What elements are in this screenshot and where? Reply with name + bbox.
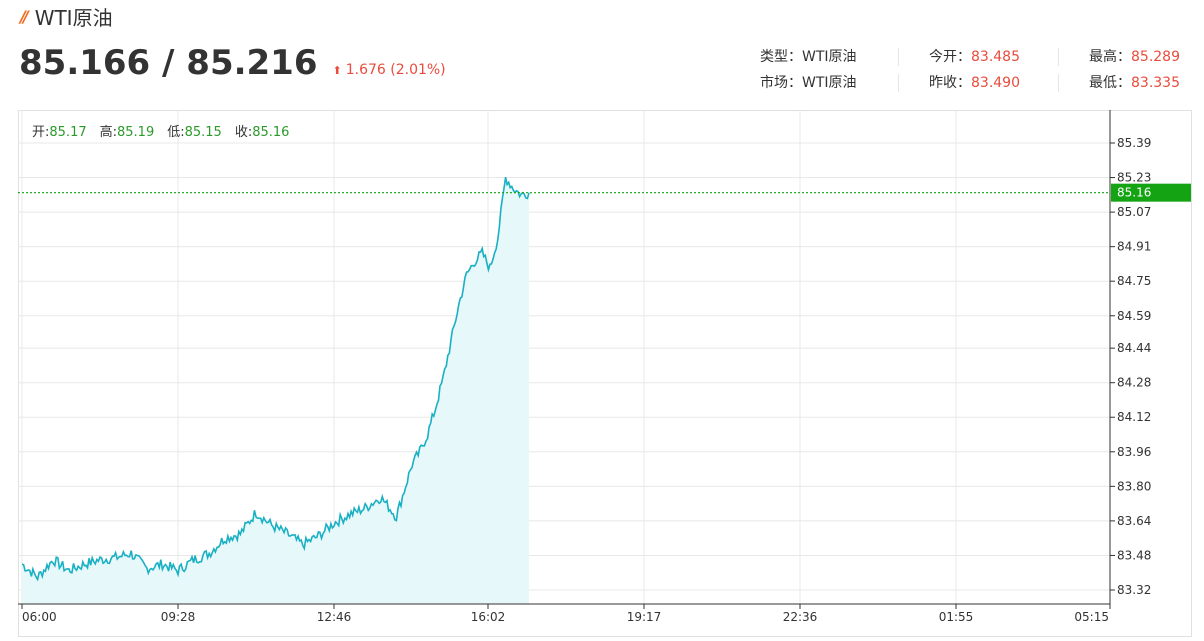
prev-close-value: 83.490 [971, 75, 1020, 91]
x-tick-label: 09:28 [161, 610, 196, 624]
y-tick-label: 84.44 [1117, 341, 1151, 355]
current-price-box [1111, 183, 1191, 202]
y-tick-label: 83.48 [1117, 548, 1151, 562]
divider [898, 48, 899, 66]
prev-close-label: 昨收： [929, 75, 971, 91]
open-value: 83.485 [971, 49, 1020, 65]
y-tick-label: 83.64 [1117, 514, 1151, 528]
x-tick-label: 19:17 [627, 610, 662, 624]
low-value: 83.335 [1131, 75, 1180, 91]
quote-info-panel: 类型：WTI原油 市场：WTI原油 今开：83.485 昨收：83.490 最高… [745, 45, 1195, 97]
x-tick-label: 01:55 [939, 610, 974, 624]
info-prev-close: 昨收：83.490 [929, 71, 1020, 95]
y-axis: 85.39 85.23 85.07 84.91 84.75 84.59 84.44 84.28… [1110, 136, 1151, 597]
ohlc-low-value: 85.15 [184, 125, 222, 140]
x-axis: 06:00 09:28 12:46 16:02 19:17 22:36 01:55 05:15 [21, 604, 1111, 624]
market-value: WTI原油 [802, 75, 857, 91]
ohlc-high-label: 高: [99, 125, 117, 140]
x-tick-label: 16:02 [471, 610, 506, 624]
ohlc-close-label: 收: [234, 125, 253, 140]
divider [898, 74, 899, 92]
x-tick-label: 05:15 [1074, 610, 1109, 624]
price-change: ⬆ 1.676 (2.01%) [333, 62, 446, 78]
page-title: WTI原油 [34, 5, 113, 30]
y-tick-label: 84.91 [1117, 240, 1151, 254]
y-tick-label: 83.80 [1117, 479, 1151, 493]
price-line [21, 176, 530, 582]
y-tick-label: 83.96 [1117, 445, 1151, 459]
price-area [22, 177, 529, 604]
ohlc-low-label: 低: [167, 125, 185, 140]
ohlc-close-value: 85.16 [252, 125, 290, 140]
price-chart[interactable]: 85.39 85.23 85.07 84.91 84.75 84.59 84.44 84.28… [18, 110, 1192, 637]
info-high: 最高：85.289 [1089, 45, 1180, 69]
y-tick-label: 85.07 [1117, 205, 1151, 219]
info-market: 市场：WTI原油 [760, 71, 857, 95]
high-value: 85.289 [1131, 49, 1180, 65]
current-price-label: 85.16 [1117, 186, 1151, 200]
y-tick-label: 83.32 [1117, 583, 1151, 597]
y-tick-label: 84.59 [1117, 309, 1151, 323]
y-tick-label: 85.39 [1117, 136, 1151, 150]
ohlc-readout: 开:85.17 高:85.19 低:85.15 收:85.16 [32, 121, 302, 140]
title-row: // WTI原油 [20, 3, 113, 30]
x-tick-label: 22:36 [783, 610, 818, 624]
x-tick-label: 06:00 [22, 610, 57, 624]
open-label: 今开： [929, 49, 971, 65]
bid-ask-price: 85.166 / 85.216 [19, 43, 318, 83]
info-type: 类型：WTI原油 [760, 45, 857, 69]
market-label: 市场： [760, 75, 802, 91]
info-open: 今开：83.485 [929, 45, 1020, 69]
info-low: 最低：83.335 [1089, 71, 1180, 95]
ohlc-high-value: 85.19 [117, 125, 155, 140]
high-label: 最高： [1089, 49, 1131, 65]
up-arrow-icon: ⬆ [332, 64, 342, 77]
divider [1058, 74, 1059, 92]
y-tick-label: 84.12 [1117, 410, 1151, 424]
type-value: WTI原油 [802, 49, 857, 65]
price-row: 85.166 / 85.216 ⬆ 1.676 (2.01%) [19, 43, 446, 83]
y-tick-label: 84.75 [1117, 274, 1151, 288]
brand-slash-icon: // [20, 6, 29, 26]
type-label: 类型： [760, 49, 802, 65]
divider [1058, 48, 1059, 66]
low-label: 最低： [1089, 75, 1131, 91]
x-tick-label: 12:46 [317, 610, 352, 624]
y-tick-label: 84.28 [1117, 376, 1151, 390]
ohlc-open-label: 开: [32, 125, 50, 140]
y-tick-label: 85.23 [1117, 171, 1151, 185]
ohlc-open-value: 85.17 [49, 125, 87, 140]
change-value: 1.676 (2.01%) [345, 62, 446, 78]
